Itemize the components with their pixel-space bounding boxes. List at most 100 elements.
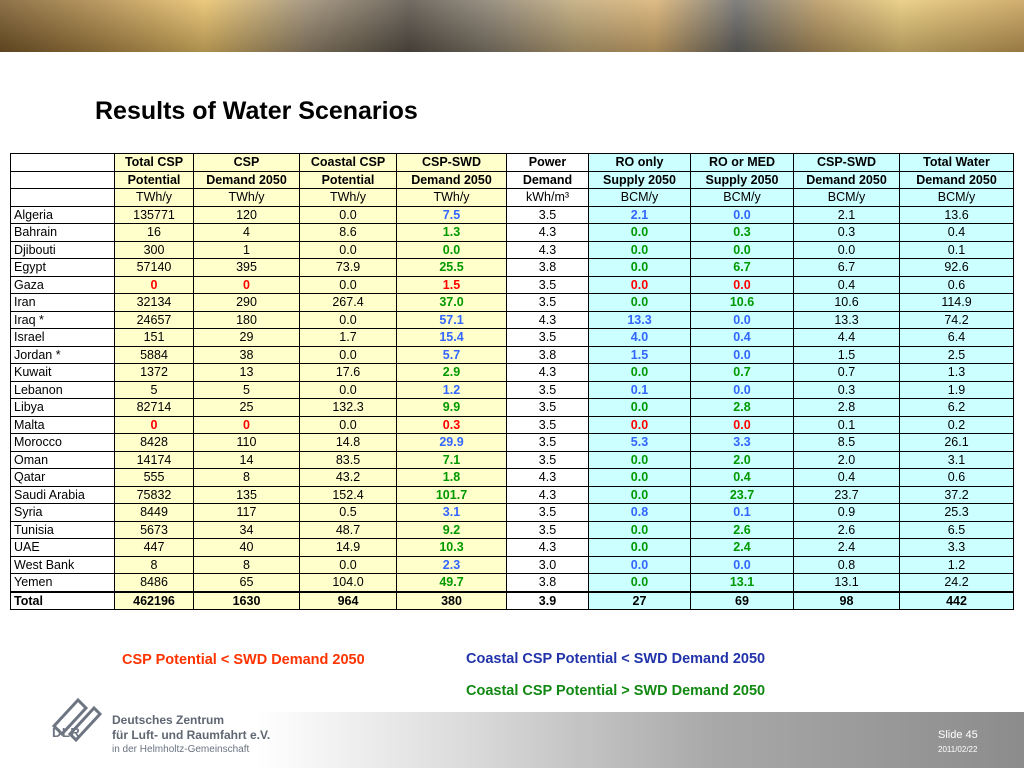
table-row: Jordan * 5884 38 0.0 5.7 3.8 1.5 0.0 1.5 2.5	[10, 345, 1014, 364]
header-cell: Potential	[299, 170, 397, 189]
data-cell: 2.1	[588, 205, 691, 224]
table-header-row: Potential Demand 2050 Potential Demand 2050…	[10, 170, 1014, 189]
data-cell: 3.5	[506, 328, 589, 347]
header-cell: Demand 2050	[193, 170, 300, 189]
data-cell: 8	[193, 555, 300, 574]
data-cell: 38	[193, 345, 300, 364]
table-row: Syria 8449 117 0.5 3.1 3.5 0.8 0.1 0.9 25.3	[10, 503, 1014, 522]
data-cell: 5884	[114, 345, 194, 364]
unit-cell	[10, 188, 115, 207]
data-cell: 8449	[114, 503, 194, 522]
data-cell: 0.0	[299, 275, 397, 294]
data-cell: 0.0	[690, 240, 794, 259]
data-cell: 0.0	[588, 573, 691, 592]
data-cell: 0.4	[690, 328, 794, 347]
data-cell: 5	[114, 380, 194, 399]
data-cell: 43.2	[299, 468, 397, 487]
legend-blue-note: Coastal CSP Potential < SWD Demand 2050	[466, 651, 766, 667]
data-cell: 4.3	[506, 240, 589, 259]
data-cell: 9.2	[396, 520, 507, 539]
data-cell: 0.0	[588, 293, 691, 312]
org-name-line2: für Luft- und Raumfahrt e.V.	[112, 728, 271, 742]
unit-cell: TWh/y	[114, 188, 194, 207]
data-cell: 0.0	[299, 380, 397, 399]
data-cell: 0.3	[396, 415, 507, 434]
data-cell: 14174	[114, 450, 194, 469]
data-cell: 0.3	[793, 223, 900, 242]
data-cell: 0.0	[690, 380, 794, 399]
data-cell: 0.4	[793, 275, 900, 294]
total-cell: 98	[793, 590, 900, 610]
data-cell: 74.2	[899, 310, 1014, 329]
data-cell: 83.5	[299, 450, 397, 469]
data-cell: 0.0	[588, 275, 691, 294]
data-cell: 2.9	[396, 363, 507, 382]
header-cell: Total Water	[899, 153, 1014, 172]
data-cell: 0.0	[588, 468, 691, 487]
data-cell: 0.1	[588, 380, 691, 399]
data-cell: 4	[193, 223, 300, 242]
data-cell: 0.0	[588, 223, 691, 242]
unit-cell: TWh/y	[193, 188, 300, 207]
data-cell: 6.7	[690, 258, 794, 277]
country-name-cell: Kuwait	[10, 363, 115, 382]
data-cell: 2.8	[793, 398, 900, 417]
data-cell: 10.6	[690, 293, 794, 312]
country-name-cell: UAE	[10, 538, 115, 557]
data-cell: 0	[114, 275, 194, 294]
data-cell: 24657	[114, 310, 194, 329]
data-cell: 0.0	[299, 205, 397, 224]
data-cell: 0.6	[899, 468, 1014, 487]
data-cell: 1.8	[396, 468, 507, 487]
data-cell: 0.0	[793, 240, 900, 259]
data-cell: 2.8	[690, 398, 794, 417]
data-cell: 4.0	[588, 328, 691, 347]
data-cell: 8428	[114, 433, 194, 452]
header-cell: Coastal CSP	[299, 153, 397, 172]
data-cell: 8	[114, 555, 194, 574]
data-cell: 3.5	[506, 433, 589, 452]
data-cell: 37.2	[899, 485, 1014, 504]
data-cell: 13.1	[690, 573, 794, 592]
data-cell: 0.7	[793, 363, 900, 382]
org-name-line1: Deutsches Zentrum	[112, 713, 225, 727]
data-cell: 0.9	[793, 503, 900, 522]
country-name-cell: Iran	[10, 293, 115, 312]
data-cell: 23.7	[793, 485, 900, 504]
header-cell: Demand 2050	[793, 170, 900, 189]
data-cell: 3.5	[506, 503, 589, 522]
unit-cell: BCM/y	[588, 188, 691, 207]
data-cell: 267.4	[299, 293, 397, 312]
data-cell: 180	[193, 310, 300, 329]
data-cell: 17.6	[299, 363, 397, 382]
data-cell: 3.5	[506, 205, 589, 224]
data-cell: 0.0	[588, 485, 691, 504]
data-cell: 300	[114, 240, 194, 259]
data-cell: 4.3	[506, 468, 589, 487]
data-cell: 3.8	[506, 345, 589, 364]
total-cell: 27	[588, 590, 691, 610]
data-cell: 13.6	[899, 205, 1014, 224]
total-cell: 1630	[193, 590, 300, 610]
data-cell: 0.4	[899, 223, 1014, 242]
header-banner-shade	[0, 0, 1024, 52]
data-cell: 0.0	[690, 415, 794, 434]
data-cell: 2.5	[899, 345, 1014, 364]
country-name-cell: Egypt	[10, 258, 115, 277]
unit-cell: BCM/y	[690, 188, 794, 207]
data-cell: 3.3	[899, 538, 1014, 557]
data-cell: 0.8	[588, 503, 691, 522]
data-cell: 395	[193, 258, 300, 277]
data-cell: 2.3	[396, 555, 507, 574]
data-cell: 5.3	[588, 433, 691, 452]
legend-green-note: Coastal CSP Potential > SWD Demand 2050	[466, 683, 766, 699]
data-cell: 37.0	[396, 293, 507, 312]
data-cell: 0.0	[690, 345, 794, 364]
data-cell: 29	[193, 328, 300, 347]
table-row: Israel 151 29 1.7 15.4 3.5 4.0 0.4 4.4 6.4	[10, 328, 1014, 347]
data-cell: 0.0	[299, 555, 397, 574]
data-cell: 4.4	[793, 328, 900, 347]
data-cell: 5.7	[396, 345, 507, 364]
data-cell: 3.8	[506, 258, 589, 277]
data-cell: 1.5	[396, 275, 507, 294]
